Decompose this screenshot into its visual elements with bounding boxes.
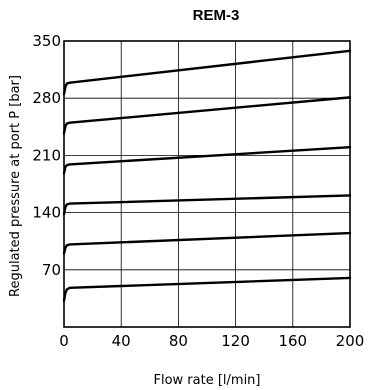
x-tick-label-2: 80 xyxy=(169,332,188,350)
series-line-1 xyxy=(62,231,352,255)
x-tick-label-4: 160 xyxy=(278,332,307,350)
grid xyxy=(64,41,350,327)
series-line-3 xyxy=(62,146,352,175)
x-tick-label-3: 120 xyxy=(221,332,250,350)
series-group xyxy=(62,49,352,303)
series-line-0 xyxy=(62,276,352,303)
y-tick-label-4: 350 xyxy=(32,32,61,50)
plot-frame xyxy=(63,40,351,328)
y-tick-label-2: 210 xyxy=(32,146,61,164)
y-axis-label: Regulated pressure at port P [bar] xyxy=(8,75,23,297)
x-tick-label-1: 40 xyxy=(112,332,131,350)
y-tick-label-1: 140 xyxy=(32,204,61,222)
x-axis-label: Flow rate [l/min] xyxy=(154,373,261,388)
y-tick-label-0: 70 xyxy=(42,261,61,279)
series-line-5 xyxy=(62,49,352,96)
x-tick-label-5: 200 xyxy=(336,332,365,350)
chart-title: REM-3 xyxy=(193,7,240,24)
x-tick-labels: 0 40 80 120 160 200 xyxy=(59,332,364,350)
x-tick-label-0: 0 xyxy=(59,332,69,350)
series-line-4 xyxy=(62,96,352,135)
y-tick-labels: 70 140 210 280 350 xyxy=(32,32,61,279)
y-tick-label-3: 280 xyxy=(32,89,61,107)
series-line-2 xyxy=(62,194,352,216)
